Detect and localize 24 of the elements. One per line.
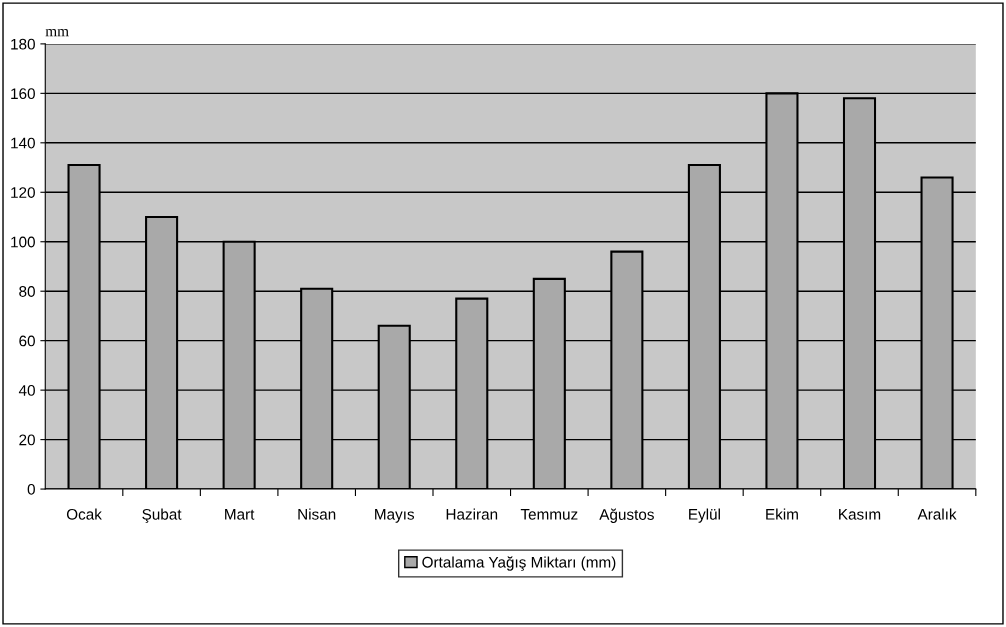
y-tick-label: 80 [19, 286, 35, 297]
x-tick-label: Ağustos [599, 508, 654, 523]
x-tick-label: Ocak [66, 508, 102, 520]
x-tick-label: Şubat [142, 508, 182, 523]
y-tick-label: 160 [11, 88, 35, 100]
y-tick-label: 20 [19, 434, 35, 446]
y-tick-label: 180 [11, 38, 35, 50]
y-tick-label: 120 [11, 187, 35, 198]
x-tick-label: Mayıs [375, 509, 415, 523]
y-tick-label: 140 [11, 137, 35, 149]
y-tick-label: 0 [27, 483, 35, 495]
x-tick-label: Haziran [446, 508, 498, 520]
x-tick-label: Nisan [298, 508, 336, 520]
x-tick-label: Mart [225, 509, 255, 520]
x-tick-label: Ekim [766, 508, 798, 520]
y-axis-title: mm [45, 28, 69, 37]
legend-label: Ortalama Yağış Miktarı (mm) [422, 556, 616, 571]
y-tick-label: 60 [19, 335, 35, 347]
x-tick-label: Temmuz [520, 509, 578, 520]
y-tick-label: 100 [11, 236, 35, 248]
x-tick-label: Kasım [839, 509, 881, 520]
x-tick-label: Aralık [917, 508, 957, 520]
y-tick-label: 40 [18, 385, 35, 396]
x-tick-label: Eylül [689, 508, 720, 523]
